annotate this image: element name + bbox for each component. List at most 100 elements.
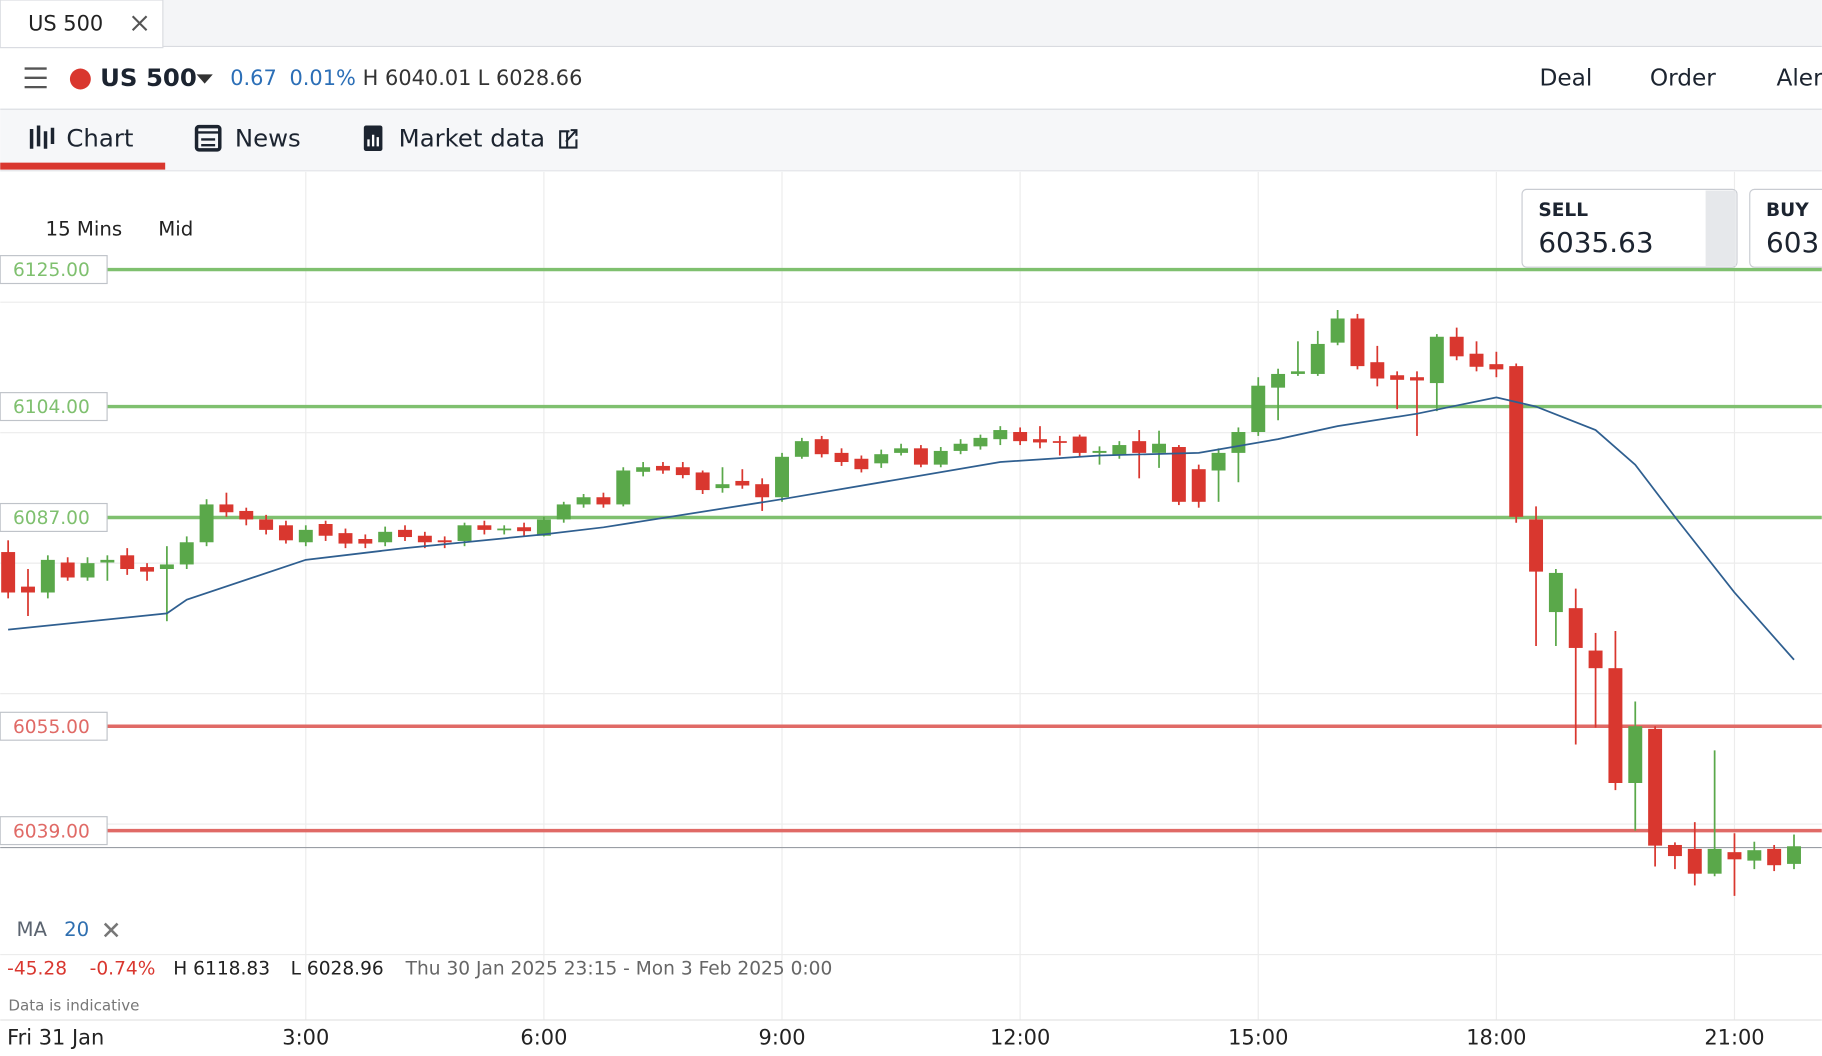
external-link-icon[interactable] (559, 129, 578, 149)
sell-button[interactable] (1521, 188, 1738, 268)
candle-body (1628, 726, 1643, 784)
candle-body (179, 542, 194, 565)
candle-body (655, 465, 670, 471)
candle-body (1787, 846, 1801, 864)
candle-body (1687, 848, 1702, 874)
level-label-box (0, 392, 108, 422)
candle-body (259, 519, 274, 530)
candle-body (1330, 318, 1345, 343)
candle-body (1350, 318, 1365, 367)
candle-body (358, 539, 373, 544)
candle-body (497, 528, 512, 531)
level-label-box (0, 711, 108, 741)
candle-body (1, 552, 16, 593)
candle-body (298, 529, 313, 543)
candle-body (695, 472, 710, 491)
candle-body (854, 458, 869, 470)
candle-body (1767, 848, 1782, 866)
nav-tab[interactable]: News (235, 123, 301, 152)
market-icon-bars (367, 134, 379, 147)
buy-label: BUY (1766, 200, 1809, 221)
candle-body (1191, 469, 1206, 502)
candle-body (933, 450, 948, 465)
action[interactable]: Deal (1539, 64, 1592, 91)
candle-body (477, 525, 492, 530)
candle-body (80, 563, 95, 578)
ma-name: MA (16, 918, 47, 941)
candle-body (40, 559, 55, 593)
x-tick-label: 12:00 (990, 1026, 1050, 1050)
candle-body (1033, 439, 1047, 443)
x-tick-label: 3:00 (282, 1026, 329, 1050)
candle-body (993, 430, 1008, 440)
menu-icon[interactable] (24, 67, 47, 89)
period-range: Thu 30 Jan 2025 23:15 - Mon 3 Feb 2025 0… (405, 958, 833, 979)
x-tick-label: 15:00 (1228, 1026, 1288, 1050)
remove-indicator[interactable] (103, 922, 119, 938)
change-pct: 0.01% (289, 66, 355, 90)
candle-body (219, 504, 234, 513)
level-label: 6039.00 (13, 821, 90, 842)
sell-spread (1705, 190, 1736, 267)
candle-body (1390, 375, 1405, 380)
level-label: 6087.00 (13, 508, 90, 529)
buy-button[interactable] (1749, 188, 1822, 268)
level-label-box (0, 502, 108, 532)
price-type[interactable]: Mid (158, 218, 193, 241)
candle-body (517, 527, 532, 532)
period-low: L 6028.96 (291, 958, 384, 979)
candle-body (1171, 447, 1186, 502)
candle-body (973, 437, 988, 447)
action[interactable]: Aler (1776, 64, 1822, 91)
note: Data is indicative (8, 997, 139, 1015)
candle-body (1310, 343, 1325, 374)
tab[interactable] (0, 0, 164, 49)
candle-body (735, 480, 750, 486)
buy-price: 603 (1766, 226, 1819, 259)
interval[interactable]: 15 Mins (46, 218, 123, 241)
candle-body (675, 467, 690, 476)
candle-body (556, 504, 571, 520)
instrument[interactable]: US 500 (100, 63, 197, 92)
candle-body (1112, 445, 1127, 456)
level-label: 6125.00 (13, 260, 90, 281)
candle-body (755, 484, 770, 498)
sell-price: 6035.63 (1538, 226, 1653, 259)
candle-body (318, 523, 333, 536)
candle-body (1429, 336, 1444, 384)
date-label: Fri 31 Jan (7, 1026, 104, 1050)
candle-body (715, 484, 730, 489)
candle-body (1370, 362, 1385, 379)
candle-body (814, 439, 829, 455)
ma-line (8, 396, 1795, 661)
candle-body (338, 533, 353, 544)
nav-tab[interactable]: Market data (399, 123, 545, 152)
candle-body (417, 535, 432, 543)
dropdown-icon[interactable] (196, 74, 213, 84)
candle-body (159, 564, 174, 570)
candle-body (199, 504, 214, 543)
candle-body (60, 562, 75, 578)
status-dot (69, 68, 91, 90)
level-label: 6055.00 (13, 717, 90, 738)
candle-body (616, 470, 631, 505)
action[interactable]: Order (1650, 64, 1716, 91)
candle-body (239, 510, 254, 520)
candle-body (794, 441, 809, 457)
close-icon[interactable] (131, 15, 148, 31)
candle-body (457, 525, 472, 541)
period-change-pct: -0.74% (90, 958, 156, 979)
nav-tab[interactable]: Chart (66, 123, 133, 152)
candle-body (1251, 385, 1266, 433)
day-high: H 6040.01 (363, 66, 472, 90)
candle-body (1727, 852, 1742, 860)
candle-body (1290, 371, 1305, 374)
candle-body (1509, 366, 1524, 517)
candle-body (1231, 432, 1246, 453)
x-tick-label: 18:00 (1466, 1026, 1526, 1050)
candle-body (596, 497, 611, 505)
x-tick-label: 6:00 (520, 1026, 567, 1050)
candle-body (1747, 850, 1762, 861)
candle-body (1608, 668, 1623, 784)
